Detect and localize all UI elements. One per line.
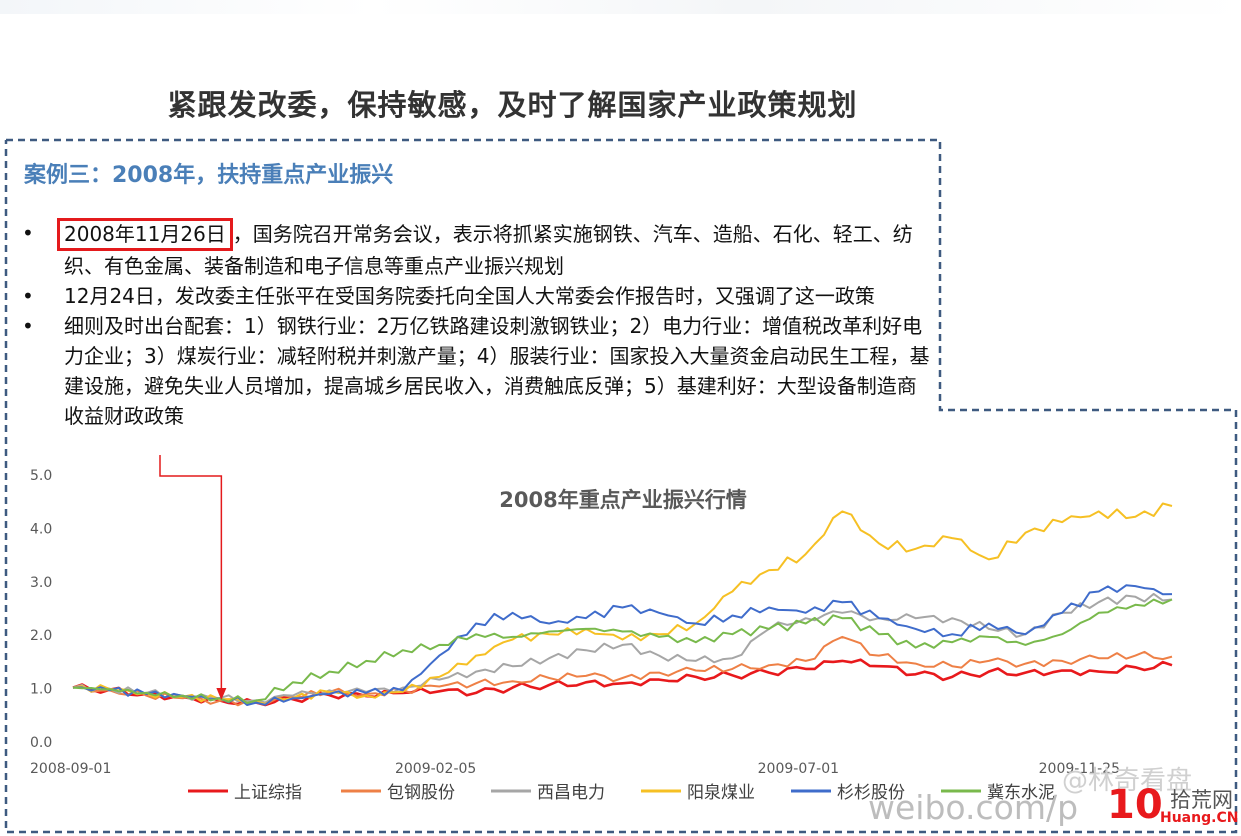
x-tick-label: 2009-02-05: [395, 761, 476, 777]
bullet-dot: •: [22, 221, 34, 245]
legend-label: 阳泉煤业: [687, 783, 755, 803]
bullet-dot: •: [22, 314, 34, 338]
watermark-site-name: 拾荒网: [1170, 788, 1233, 812]
legend-label: 杉杉股份: [837, 783, 905, 803]
bullet-item: • 2008年11月26日 ，国务院召开常务会议，表示将抓紧实施钢铁、汽车、造船、…: [22, 218, 932, 281]
y-tick-label: 0.0: [30, 735, 52, 751]
case-title: 案例三：2008年，扶持重点产业振兴: [24, 163, 394, 188]
bullet-list: • 2008年11月26日 ，国务院召开常务会议，表示将抓紧实施钢铁、汽车、造船、…: [22, 218, 932, 431]
y-tick-label: 2.0: [30, 628, 52, 644]
series-line: [72, 598, 1173, 705]
y-axis: 0.0 1.0 2.0 3.0 4.0 5.0: [30, 468, 52, 751]
series-line: [72, 584, 1173, 706]
bullet-text: ，国务院召开常务会议，表示将抓紧实施钢铁、汽车、造船、石化、轻工、纺织、有色金属…: [64, 222, 913, 278]
legend-label: 西昌电力: [537, 783, 605, 803]
legend-label: 包钢股份: [387, 783, 455, 803]
legend-label: 上证综指: [234, 783, 302, 803]
x-tick-label: 2008-09-01: [30, 761, 111, 777]
x-tick-label: 2009-07-01: [758, 761, 839, 777]
top-decor-strip: [0, 0, 1241, 14]
x-axis: 2008-09-01 2009-02-05 2009-07-01 2009-11-25: [30, 761, 1120, 777]
bullet-item: • 细则及时出台配套：1）钢铁行业：2万亿铁路建设刺激钢铁业；2）电力行业：增值…: [22, 311, 932, 431]
y-tick-label: 3.0: [30, 575, 52, 591]
series-line: [72, 592, 1173, 704]
bullet-text: 12月24日，发改委主任张平在受国务院委托向全国人大常委会作报告时，又强调了这一…: [64, 284, 875, 308]
series-line: [72, 635, 1173, 707]
slide-title: 紧跟发改委，保持敏感，及时了解国家产业政策规划: [167, 88, 858, 122]
watermark-weibo: weibo.com/p: [868, 788, 1079, 827]
policy-date-marker: [159, 455, 227, 700]
y-tick-label: 4.0: [30, 521, 52, 537]
line-chart: 0.01.02.03.04.05.0 2008-09-01 2009-02-05 2…: [30, 455, 1173, 803]
x-tick-label: 2009-11-25: [1039, 761, 1120, 777]
bullet-item: • 12月24日，发改委主任张平在受国务院委托向全国人大常委会作报告时，又强调了…: [22, 281, 932, 311]
watermark-handle: @林奇看盘: [1062, 766, 1193, 796]
bullet-dot: •: [22, 284, 34, 308]
watermark-site-domain: Huang.CN: [1160, 810, 1239, 826]
y-tick-label: 1.0: [30, 682, 52, 698]
chart-title: 2008年重点产业振兴行情: [499, 488, 746, 512]
marker-connector: [159, 455, 223, 690]
highlighted-date: 2008年11月26日: [57, 218, 233, 251]
legend: 上证综指 包钢股份 西昌电力 阳泉煤业 杉杉股份 冀东水泥: [188, 783, 1055, 803]
series-group: [72, 502, 1173, 707]
watermark-site-number: 10: [1107, 782, 1163, 828]
legend-label: 冀东水泥: [987, 783, 1055, 803]
y-tick-label: 5.0: [30, 468, 52, 484]
marker-arrowhead: [216, 688, 227, 700]
series-line: [72, 502, 1173, 705]
bullet-text: 细则及时出台配套：1）钢铁行业：2万亿铁路建设刺激钢铁业；2）电力行业：增值税改…: [64, 314, 930, 428]
